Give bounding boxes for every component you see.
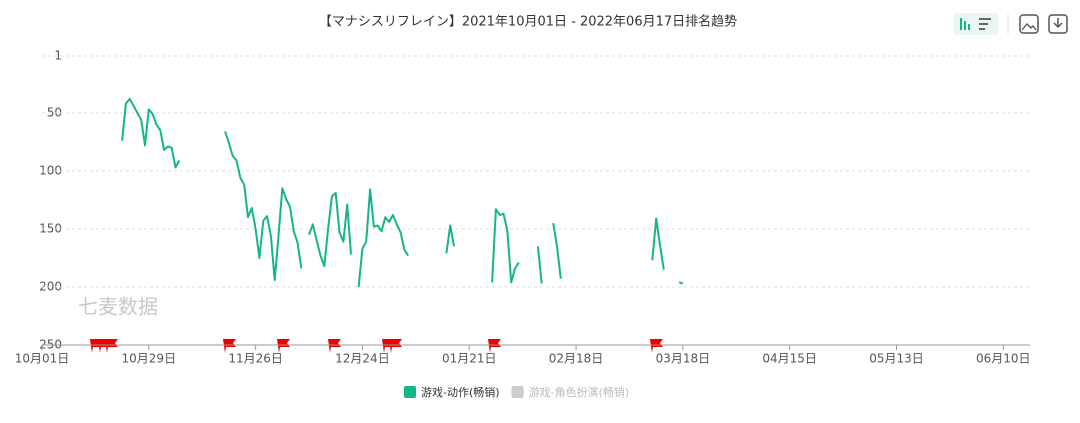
image-icon xyxy=(1021,23,1037,31)
icon-bar xyxy=(979,18,991,20)
legend-swatch[interactable] xyxy=(404,386,416,398)
x-tick-label: 02月18日 xyxy=(549,352,604,366)
x-tick-label: 03月18日 xyxy=(656,352,711,366)
event-flag xyxy=(389,339,402,353)
chart-title: 【マナシスリフレイン】2021年10月01日 - 2022年06月17日排名趋势 xyxy=(319,14,737,30)
icon-bar xyxy=(964,21,966,30)
event-flag xyxy=(105,339,118,353)
x-tick-label: 10月29日 xyxy=(122,352,177,366)
x-tick-label: 10月01日 xyxy=(15,352,70,366)
event-flags xyxy=(90,339,663,353)
event-flag xyxy=(277,339,290,353)
event-flag xyxy=(650,339,663,353)
icon-bar xyxy=(968,24,970,30)
legend-label: 游戏-角色扮演(畅销) xyxy=(529,385,630,399)
save-image-button[interactable] xyxy=(1019,14,1039,34)
legend-label: 游戏-动作(畅销) xyxy=(421,385,500,399)
icon-bar xyxy=(960,18,962,30)
rank-line xyxy=(121,97,684,288)
download-button[interactable] xyxy=(1048,14,1068,34)
y-tick-label: 1 xyxy=(54,49,62,63)
x-tick-label: 11月26日 xyxy=(228,352,283,366)
x-tick-label: 06月10日 xyxy=(976,352,1031,366)
x-tick-label: 04月15日 xyxy=(762,352,817,366)
x-tick-label: 05月13日 xyxy=(869,352,924,366)
event-flag xyxy=(488,339,501,353)
x-tick-label: 01月21日 xyxy=(442,352,497,366)
legend-swatch[interactable] xyxy=(511,386,524,398)
icon-bar xyxy=(979,28,985,30)
x-tick-label: 12月24日 xyxy=(335,352,390,366)
icon-bar xyxy=(979,23,988,25)
toolbar xyxy=(954,13,1068,35)
event-flag xyxy=(328,339,341,353)
watermark: 七麦数据 xyxy=(78,295,158,319)
event-flag xyxy=(223,339,236,353)
download-icon xyxy=(1053,18,1063,29)
